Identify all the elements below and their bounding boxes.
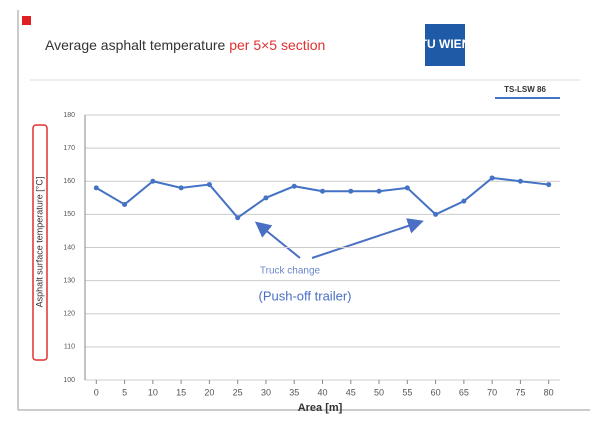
title: Average asphalt temperature per 5×5 sect… — [45, 37, 325, 53]
logo-text: TU WIEN — [420, 37, 471, 51]
data-point — [291, 183, 297, 189]
x-tick-label: 35 — [289, 387, 299, 397]
y-axis-label: Asphalt surface temperature [°C] — [34, 177, 44, 308]
data-point — [206, 182, 212, 188]
x-tick-label: 50 — [374, 387, 384, 397]
y-tick-label: 150 — [63, 211, 75, 218]
x-tick-label: 5 — [122, 387, 127, 397]
x-tick-label: 10 — [148, 387, 158, 397]
x-tick-label: 75 — [515, 387, 525, 397]
x-axis-label: Area [m] — [298, 402, 343, 414]
y-tick-label: 120 — [63, 311, 75, 318]
data-point — [122, 201, 128, 207]
x-tick-label: 45 — [346, 387, 356, 397]
logo-box — [425, 24, 465, 66]
y-tick-label: 100 — [63, 377, 75, 384]
x-tick-label: 55 — [402, 387, 412, 397]
x-tick-label: 15 — [176, 387, 186, 397]
data-point — [150, 178, 156, 184]
data-point — [348, 188, 354, 194]
data-point — [489, 175, 495, 181]
x-tick-label: 0 — [94, 387, 99, 397]
data-point — [433, 211, 439, 217]
annotation: (Push-off trailer) — [259, 288, 352, 303]
red-marker — [22, 16, 31, 25]
x-tick-label: 80 — [544, 387, 554, 397]
y-tick-label: 180 — [63, 112, 75, 119]
x-tick-label: 60 — [431, 387, 441, 397]
x-tick-label: 20 — [204, 387, 214, 397]
data-point — [546, 182, 552, 188]
legend-label: TS-LSW 86 — [504, 85, 546, 94]
y-label-box — [32, 124, 48, 361]
data-point — [517, 178, 523, 184]
data-point — [93, 185, 99, 191]
y-tick-label: 140 — [63, 244, 75, 251]
data-point — [461, 198, 467, 204]
y-tick-label: 160 — [63, 178, 75, 185]
annotation: Truck change — [260, 266, 321, 277]
data-point — [263, 195, 269, 201]
x-tick-label: 40 — [317, 387, 327, 397]
data-point — [404, 185, 410, 191]
x-tick-label: 65 — [459, 387, 469, 397]
data-point — [320, 188, 325, 194]
x-tick-label: 25 — [233, 387, 243, 397]
y-tick-label: 130 — [63, 277, 75, 284]
x-tick-label: 70 — [487, 387, 497, 397]
y-tick-label: 170 — [63, 145, 75, 152]
arrow — [254, 221, 301, 259]
data-point — [178, 185, 184, 191]
y-tick-label: 110 — [64, 344, 75, 351]
data-point — [376, 188, 382, 194]
x-tick-label: 30 — [261, 387, 271, 397]
title-main: Average asphalt temperature — [45, 37, 226, 53]
arrow — [311, 218, 424, 259]
data-point — [235, 215, 241, 221]
title-highlight: per 5×5 section — [229, 37, 325, 53]
